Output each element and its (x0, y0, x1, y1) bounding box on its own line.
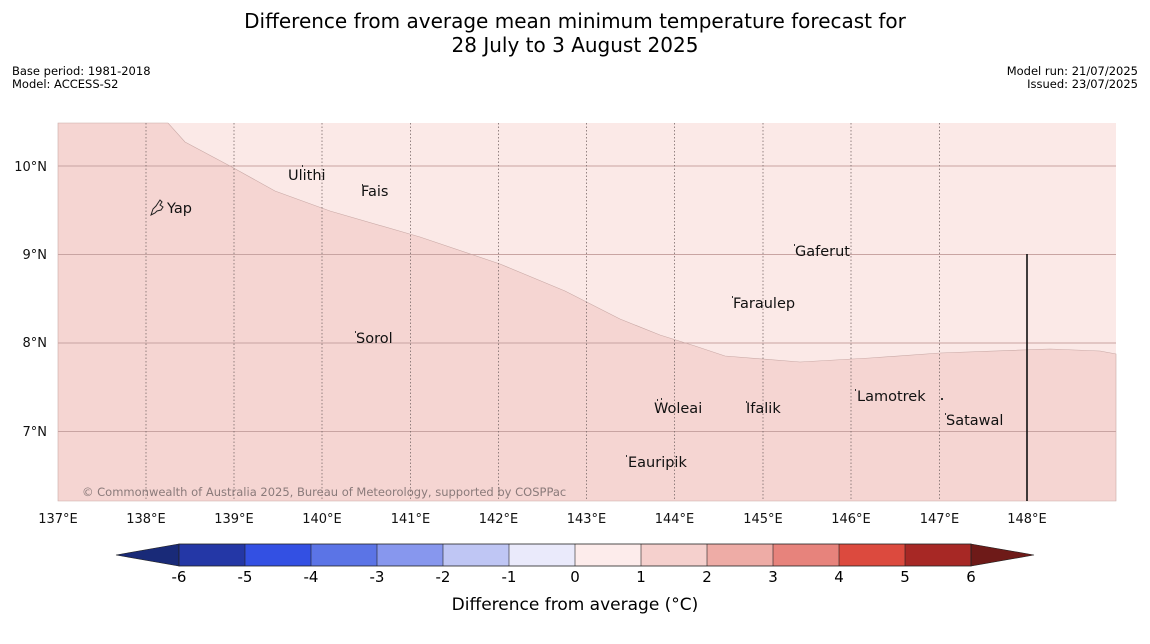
place-label-faraulep: Faraulep (733, 296, 795, 312)
colorbar-label-4: 4 (834, 568, 844, 586)
colorbar-label-neg3: -3 (369, 568, 385, 586)
lon-label-141e: 141°E (391, 512, 431, 527)
colorbar-segment-4 (377, 544, 443, 566)
colorbar-segment-11 (839, 544, 905, 566)
lon-label-144e: 144°E (655, 512, 695, 527)
island-dot-woleai-2 (661, 398, 662, 400)
lon-label-148e: 148°E (1007, 512, 1047, 527)
place-label-ifalik: Ifalik (746, 401, 781, 417)
island-dot-gaferut (794, 244, 795, 246)
longitude-gridlines (145, 123, 940, 501)
colorbar-segment-12 (905, 544, 971, 566)
colorbar-label-0: 0 (570, 568, 580, 586)
place-label-gaferut: Gaferut (795, 244, 850, 260)
anomaly-region-1-to-2 (57, 122, 1117, 502)
lon-label-142e: 142°E (479, 512, 519, 527)
map-title-line-1: Difference from average mean minimum tem… (244, 9, 906, 33)
lon-label-147e: 147°E (920, 512, 960, 527)
colorbar-label-2: 2 (702, 568, 712, 586)
colorbar-dividers (244, 544, 906, 566)
issued-text: Issued: 23/07/2025 (1027, 77, 1138, 91)
copyright-text: © Commonwealth of Australia 2025, Bureau… (82, 485, 566, 499)
lon-label-140e: 140°E (302, 512, 342, 527)
colorbar-label-neg4: -4 (303, 568, 319, 586)
colorbar-extend-low (115, 543, 180, 567)
map-title-line-2: 28 July to 3 August 2025 (451, 33, 699, 57)
colorbar-segment-1 (179, 544, 245, 566)
island-dot-satawal (945, 413, 946, 415)
island-dot-eauripik (626, 455, 627, 457)
colorbar-label-6: 6 (966, 568, 976, 586)
colorbar (115, 543, 1035, 567)
island-dot-woleai (657, 399, 658, 401)
lon-label-146e: 146°E (831, 512, 871, 527)
colorbar-segment-10 (773, 544, 839, 566)
island-dot-sorol (355, 331, 356, 333)
place-labels: Yap Ulithi Fais Gaferut Faraulep Sorol W… (166, 168, 1003, 471)
lon-label-139e: 139°E (214, 512, 254, 527)
place-label-eauripik: Eauripik (628, 455, 687, 471)
colorbar-label-1: 1 (636, 568, 646, 586)
colorbar-segment-8 (641, 544, 707, 566)
colorbar-label-neg5: -5 (237, 568, 253, 586)
place-label-ulithi: Ulithi (288, 168, 326, 184)
colorbar-segment-3 (311, 544, 377, 566)
colorbar-extend-high (970, 543, 1035, 567)
colorbar-segment-5 (443, 544, 509, 566)
island-dot-faraulep (732, 296, 733, 298)
colorbar-label-5: 5 (900, 568, 910, 586)
island-dot-fais (362, 184, 363, 186)
longitude-labels: 137°E 138°E 139°E 140°E 141°E 142°E 143°… (38, 512, 1047, 527)
island-dot-ifalik (746, 401, 747, 403)
colorbar-segment-2 (245, 544, 311, 566)
place-label-yap: Yap (166, 201, 192, 217)
colorbar-title: Difference from average (°C) (451, 595, 699, 615)
lat-label-9n: 9°N (23, 248, 48, 263)
yap-island-outline (150, 199, 164, 216)
place-label-woleai: Woleai (654, 401, 702, 417)
colorbar-label-neg2: -2 (435, 568, 451, 586)
colorbar-label-neg6: -6 (171, 568, 187, 586)
lon-label-137e: 137°E (38, 512, 78, 527)
lat-label-8n: 8°N (23, 336, 48, 351)
island-dot-lamotrek (855, 389, 856, 391)
island-dot-east (941, 398, 943, 400)
island-dots (302, 165, 946, 457)
lon-label-143e: 143°E (567, 512, 607, 527)
model-text: Model: ACCESS-S2 (12, 77, 119, 91)
colorbar-segment-6 (509, 544, 575, 566)
colorbar-segment-7 (575, 544, 641, 566)
colorbar-label-neg1: -1 (501, 568, 517, 586)
model-run-text: Model run: 21/07/2025 (1006, 64, 1138, 78)
place-label-satawal: Satawal (946, 413, 1003, 429)
place-label-sorol: Sorol (356, 331, 393, 347)
lat-label-10n: 10°N (14, 160, 47, 175)
colorbar-label-3: 3 (768, 568, 778, 586)
latitude-labels: 10°N 9°N 8°N 7°N (14, 160, 47, 440)
lon-label-138e: 138°E (126, 512, 166, 527)
base-period-text: Base period: 1981-2018 (12, 64, 151, 78)
place-label-fais: Fais (361, 184, 388, 200)
island-dot-ulithi (302, 165, 303, 167)
place-label-lamotrek: Lamotrek (857, 389, 926, 405)
colorbar-segment-9 (707, 544, 773, 566)
lon-label-145e: 145°E (743, 512, 783, 527)
lat-label-7n: 7°N (23, 425, 48, 440)
